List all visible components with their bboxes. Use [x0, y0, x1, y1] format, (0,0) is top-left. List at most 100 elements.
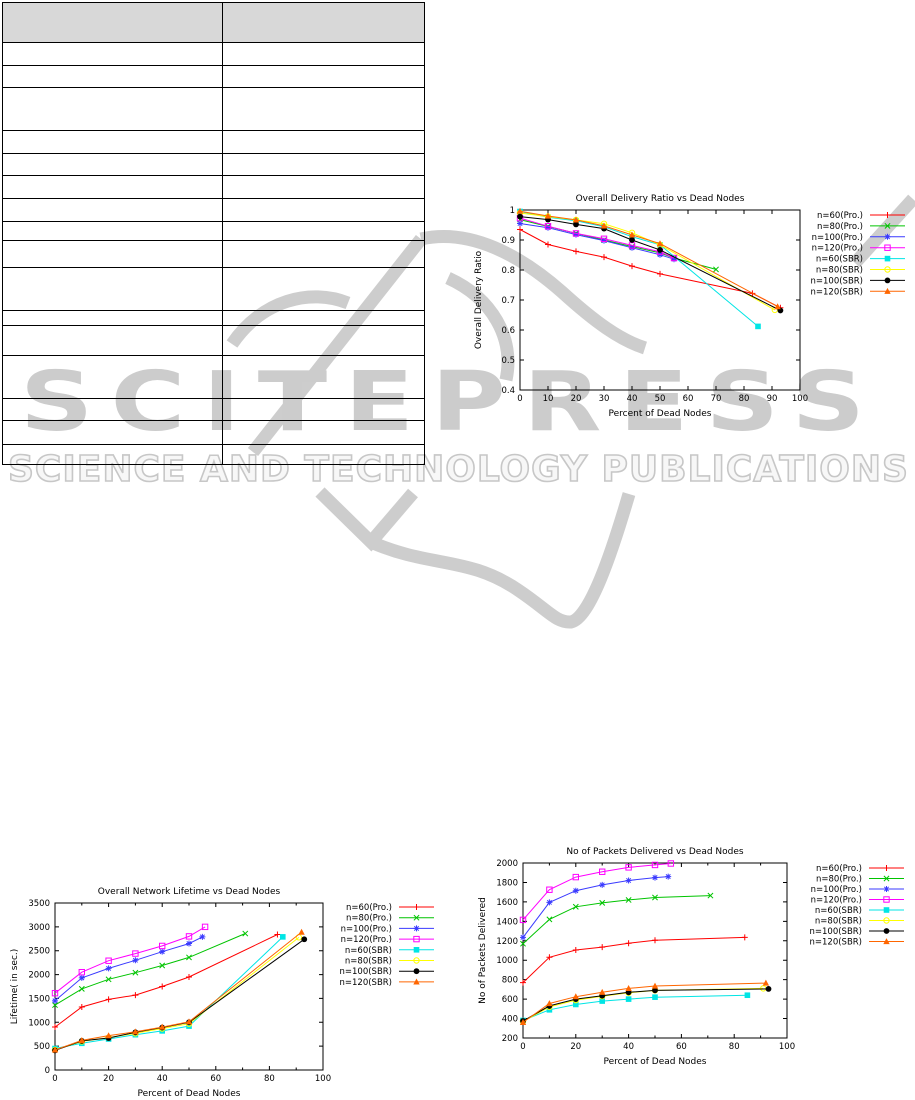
svg-text:20: 20: [103, 1074, 114, 1084]
table-cell: [222, 87, 425, 131]
table-cell: [1, 130, 224, 154]
table-row: [1, 420, 425, 445]
svg-text:n=100(Pro.): n=100(Pro.): [811, 885, 862, 895]
table-cell: [1, 355, 224, 399]
svg-text:1600: 1600: [496, 898, 518, 908]
table-cell: [222, 240, 425, 268]
table-cell: [1, 325, 224, 356]
table-cell: [1, 240, 224, 268]
svg-text:3000: 3000: [28, 923, 50, 933]
svg-text:n=60(SBR): n=60(SBR): [816, 255, 863, 265]
table-cell: [222, 355, 425, 399]
table-cell: [222, 325, 425, 356]
table-cell: [222, 198, 425, 222]
svg-text:n=100(Pro.): n=100(Pro.): [812, 233, 863, 243]
table-cell: [222, 420, 425, 445]
svg-text:0: 0: [52, 1074, 57, 1084]
svg-text:2500: 2500: [28, 947, 50, 957]
svg-text:n=60(Pro.): n=60(Pro.): [346, 903, 392, 913]
svg-text:Percent of Dead Nodes: Percent of Dead Nodes: [604, 1057, 707, 1067]
svg-text:0: 0: [517, 394, 522, 404]
table-row: [1, 444, 425, 465]
svg-text:Lifetime( in sec.): Lifetime( in sec.): [10, 949, 20, 1025]
svg-text:n=120(Pro.): n=120(Pro.): [811, 896, 862, 906]
svg-text:Overall Delivery Ratio vs Dead: Overall Delivery Ratio vs Dead Nodes: [576, 194, 745, 204]
svg-text:1200: 1200: [496, 937, 518, 947]
table-cell: [222, 153, 425, 176]
svg-text:100: 100: [779, 1042, 795, 1052]
table-cell: [222, 2, 425, 43]
svg-text:60: 60: [676, 1042, 687, 1052]
svg-text:80: 80: [729, 1042, 740, 1052]
svg-text:200: 200: [502, 1034, 518, 1044]
table-cell: [222, 398, 425, 421]
svg-text:Percent of Dead Nodes: Percent of Dead Nodes: [609, 409, 712, 419]
empty-table: [1, 2, 425, 465]
table-row: [1, 398, 425, 421]
table-cell: [1, 198, 224, 222]
table-cell: [222, 267, 425, 311]
table-cell: [1, 42, 224, 66]
table-row: [1, 240, 425, 268]
svg-text:No of Packets Delivered: No of Packets Delivered: [478, 897, 488, 1004]
svg-text:1800: 1800: [496, 878, 518, 888]
svg-text:0.4: 0.4: [501, 386, 515, 396]
table-row: [1, 267, 425, 311]
svg-text:0.5: 0.5: [501, 356, 515, 366]
svg-text:n=80(SBR): n=80(SBR): [815, 917, 862, 927]
svg-text:100: 100: [792, 394, 808, 404]
table-cell: [1, 444, 224, 465]
svg-text:100: 100: [315, 1074, 331, 1084]
svg-text:3500: 3500: [28, 899, 50, 909]
table-cell: [222, 175, 425, 199]
svg-text:n=120(SBR): n=120(SBR): [340, 978, 393, 988]
svg-text:1500: 1500: [28, 994, 50, 1004]
svg-text:n=60(Pro.): n=60(Pro.): [816, 864, 862, 874]
table-cell: [222, 42, 425, 66]
table-row: [1, 153, 425, 176]
svg-text:n=60(Pro.): n=60(Pro.): [817, 211, 863, 221]
svg-text:50: 50: [655, 394, 666, 404]
chart-packets-delivered: 0 20 40 60 80 100 200 400 600 800 1000 1200 1400 1600…: [470, 833, 915, 1068]
svg-text:Overall Delivery Ratio: Overall Delivery Ratio: [474, 250, 484, 349]
table-cell: [222, 130, 425, 154]
table-row: [1, 42, 425, 66]
svg-text:n=80(SBR): n=80(SBR): [345, 957, 392, 967]
table-row: [1, 87, 425, 131]
svg-text:1000: 1000: [28, 1018, 50, 1028]
svg-text:500: 500: [34, 1042, 50, 1052]
svg-text:Overall Network Lifetime vs De: Overall Network Lifetime vs Dead Nodes: [98, 887, 281, 897]
table-row: [1, 198, 425, 222]
svg-text:Percent of Dead Nodes: Percent of Dead Nodes: [138, 1089, 241, 1099]
svg-text:40: 40: [623, 1042, 634, 1052]
svg-text:n=60(SBR): n=60(SBR): [345, 946, 392, 956]
table-cell: [222, 65, 425, 88]
svg-text:n=120(SBR): n=120(SBR): [810, 938, 863, 948]
svg-text:60: 60: [683, 394, 694, 404]
svg-text:n=80(SBR): n=80(SBR): [816, 266, 863, 276]
svg-text:600: 600: [502, 995, 518, 1005]
table-cell: [1, 420, 224, 445]
svg-text:n=80(Pro.): n=80(Pro.): [817, 222, 863, 232]
svg-text:0.6: 0.6: [501, 326, 515, 336]
table-cell: [1, 175, 224, 199]
svg-text:n=80(Pro.): n=80(Pro.): [346, 914, 392, 924]
table-cell: [222, 221, 425, 241]
svg-text:40: 40: [627, 394, 638, 404]
table-cell: [1, 267, 224, 311]
table-row: [1, 175, 425, 199]
table-cell: [1, 87, 224, 131]
svg-text:n=60(SBR): n=60(SBR): [815, 906, 862, 916]
svg-text:n=80(Pro.): n=80(Pro.): [816, 875, 862, 885]
table-row: [1, 65, 425, 88]
svg-text:400: 400: [502, 1015, 518, 1025]
svg-text:n=100(SBR): n=100(SBR): [810, 927, 863, 937]
svg-text:20: 20: [571, 394, 582, 404]
table-row: [1, 310, 425, 326]
table-cell: [1, 398, 224, 421]
svg-text:800: 800: [502, 976, 518, 986]
svg-text:60: 60: [210, 1074, 221, 1084]
table-row: [1, 130, 425, 154]
svg-text:1400: 1400: [496, 917, 518, 927]
svg-text:2000: 2000: [28, 971, 50, 981]
